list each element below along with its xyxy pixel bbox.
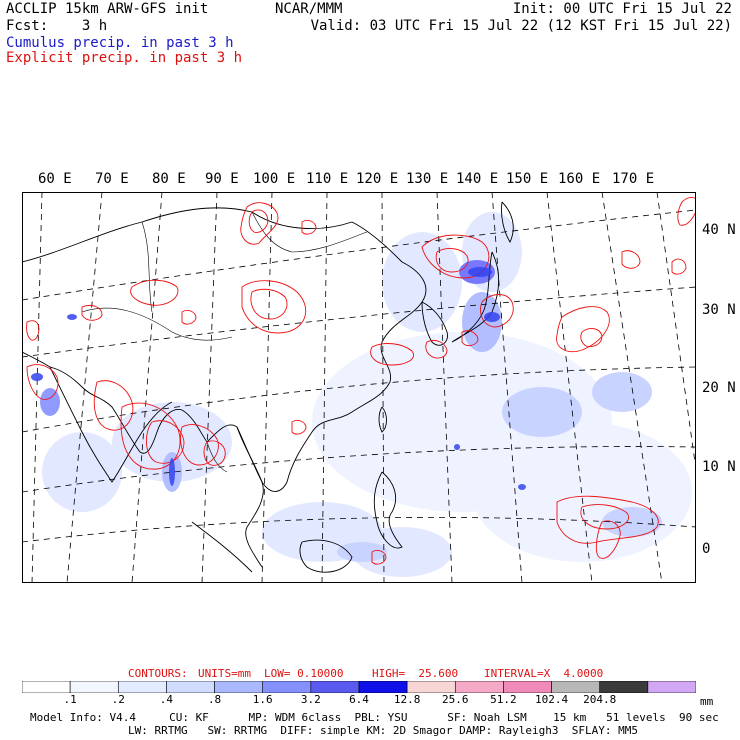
colorbar-swatch: [166, 681, 215, 693]
model-info-line2: LW: RRTMG SW: RRTMG DIFF: simple KM: 2D …: [128, 724, 638, 737]
valid-time: Valid: 03 UTC Fri 15 Jul 22 (12 KST Fri …: [310, 18, 732, 34]
colorbar-label: 102.4: [535, 693, 569, 706]
longitude-label: 80 E: [152, 171, 186, 187]
forecast-hour: Fcst: 3 h: [6, 18, 108, 34]
longitude-label: 150 E: [506, 171, 549, 187]
colorbar-label: 3.2: [300, 693, 321, 706]
latitude-label: 20 N: [702, 380, 736, 396]
init-time: Init: 00 UTC Fri 15 Jul 22: [512, 1, 732, 17]
longitude-label: 130 E: [406, 171, 449, 187]
colorbar-label: 1.6: [252, 693, 273, 706]
colorbar-swatch: [214, 681, 264, 693]
plot-title: ACCLIP 15km ARW-GFS init: [6, 1, 209, 17]
colorbar-label: 204.8: [583, 693, 617, 706]
coastline-layer: [22, 201, 514, 573]
longitude-label: 140 E: [456, 171, 499, 187]
latitude-label: 0: [702, 541, 711, 557]
precipitation-map: [22, 192, 696, 583]
colorbar-swatch: [69, 681, 119, 693]
longitude-label: 170 E: [612, 171, 655, 187]
colorbar-swatch: [310, 681, 360, 693]
longitude-label: 60 E: [38, 171, 72, 187]
colorbar-swatch: [262, 681, 312, 693]
latitude-label: 10 N: [702, 459, 736, 475]
colorbar-swatch: [599, 681, 649, 693]
legend-explicit: Explicit precip. in past 3 h: [6, 50, 243, 66]
cumulus-precip-layer: [40, 212, 692, 577]
explicit-precip-layer: [26, 196, 696, 565]
colorbar-swatch: [358, 681, 408, 693]
colorbar-swatch: [406, 681, 456, 693]
longitude-label: 110 E: [306, 171, 349, 187]
contours-units: UNITS=mm: [198, 667, 251, 680]
colorbar-swatch: [647, 681, 696, 693]
cumulus-core-layer: [31, 267, 526, 490]
colorbar-swatch: [454, 681, 504, 693]
longitude-label: 120 E: [356, 171, 399, 187]
colorbar-swatch: [22, 681, 71, 693]
colorbar-label: 51.2: [490, 693, 517, 706]
colorbar-swatch: [551, 681, 601, 693]
colorbar-unit: mm: [700, 695, 714, 708]
longitude-label: 70 E: [95, 171, 129, 187]
colorbar-swatch: [117, 681, 167, 693]
colorbar-label: .2: [111, 693, 125, 706]
model-info-line1: Model Info: V4.4 CU: KF MP: WDM 6class P…: [30, 711, 719, 724]
institution-label: NCAR/MMM: [275, 1, 343, 17]
colorbar-swatch: [503, 681, 552, 693]
legend-cumulus: Cumulus precip. in past 3 h: [6, 35, 234, 51]
colorbar-label: 25.6: [442, 693, 469, 706]
graticule-layer: [22, 192, 696, 583]
longitude-label: 160 E: [558, 171, 601, 187]
contours-label: CONTOURS:: [128, 667, 188, 680]
colorbar-label: 12.8: [393, 693, 421, 706]
precip-colorbar: [22, 681, 696, 693]
latitude-label: 30 N: [702, 302, 736, 318]
colorbar-label: 6.4: [349, 693, 369, 706]
longitude-label: 100 E: [253, 171, 296, 187]
latitude-label: 40 N: [702, 222, 736, 238]
contours-interval: INTERVAL=X 4.0000: [484, 667, 604, 680]
colorbar-label: .1: [63, 693, 77, 706]
colorbar-label: .8: [207, 693, 222, 706]
colorbar-label: .4: [159, 693, 174, 706]
contours-low: LOW= 0.10000: [264, 667, 344, 680]
longitude-label: 90 E: [205, 171, 239, 187]
contours-high: HIGH= 25.600: [372, 667, 459, 680]
